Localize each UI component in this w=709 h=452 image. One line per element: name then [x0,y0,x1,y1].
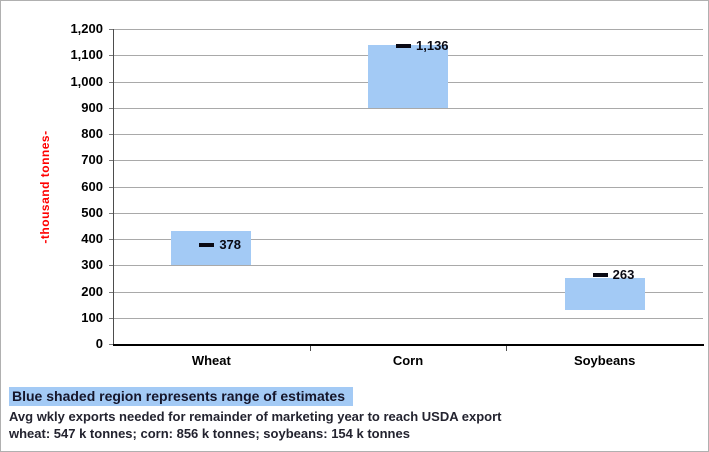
y-gridline [113,265,703,267]
y-tick-label: 100 [81,309,103,325]
y-axis-line [113,29,114,344]
marker-value-label-soybeans: 263 [612,266,635,282]
y-axis-tick [109,239,113,240]
y-gridline [113,239,703,240]
marker-dash-soybeans [592,272,608,277]
y-tick-label: 500 [81,204,103,220]
y-axis-tick [109,55,113,57]
marker-dash-corn [396,43,411,48]
legend-note-highlight: Blue shaded region represents range of e… [9,387,353,406]
y-gridline [113,317,703,319]
marker-value-label-wheat: 378 [219,236,242,252]
y-gridline [113,134,703,135]
category-label-corn: Corn [392,353,424,368]
y-tick-label: 300 [81,257,103,273]
y-gridline [113,29,703,30]
y-axis-tick [109,81,113,83]
y-tick-label: 1,000 [70,73,103,89]
y-tick-label: 900 [81,99,103,115]
note-line-1: Avg wkly exports needed for remainder of… [9,409,502,424]
marker-value-label-corn: 1,136 [416,37,449,53]
y-tick-label: 0 [95,336,103,351]
y-tick-label: 600 [81,178,103,194]
y-axis-tick [109,107,113,109]
y-axis-tick [109,317,113,319]
y-tick-label: 400 [81,231,103,246]
y-axis-tick [109,344,113,345]
category-label-soybeans: Soybeans [573,353,636,368]
y-axis-tick [109,291,113,293]
y-tick-label: 1,100 [70,47,103,63]
y-tick-label: 200 [81,283,103,299]
x-axis-tick [506,346,508,351]
range-bar-wheat [171,231,252,266]
y-gridline [113,212,703,214]
y-gridline [113,186,703,188]
y-axis-tick [109,134,113,135]
export-estimates-chart: -thousand tonnes- 0 100 200 300 400 500 600 700… [1,1,708,379]
range-bar-corn [368,44,448,108]
y-axis-tick [109,186,113,188]
y-gridline [113,160,703,162]
y-tick-label: 700 [81,152,103,168]
marker-dash-wheat [199,242,215,247]
category-label-wheat: Wheat [191,353,231,368]
x-axis-tick [309,346,311,351]
y-axis-tick [109,160,113,162]
y-axis-tick [109,212,113,214]
range-bar-soybeans [564,278,645,310]
y-tick-label: 800 [81,126,103,141]
note-line-2: wheat: 547 k tonnes; corn: 856 k tonnes;… [9,426,410,441]
y-axis-tick [109,265,113,267]
y-axis-tick [109,29,113,30]
y-tick-label: 1,200 [70,21,103,36]
y-gridline [113,107,703,109]
y-gridline [113,291,703,293]
x-axis-line [113,344,704,346]
